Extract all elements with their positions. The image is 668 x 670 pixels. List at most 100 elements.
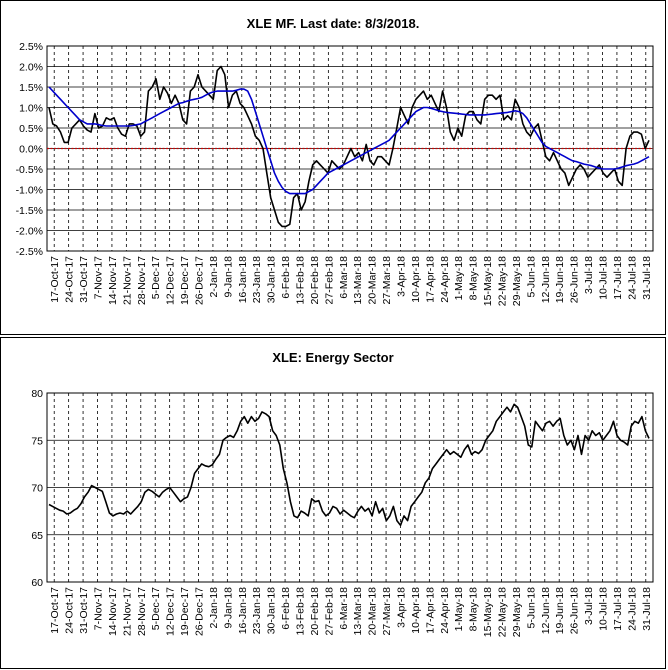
x-tick-label: 21-Nov-17 xyxy=(121,256,133,305)
x-tick-label: 16-Jan-18 xyxy=(237,587,249,634)
y-tick-label: -1.0% xyxy=(16,185,43,197)
x-tick-label: 5-Jun-18 xyxy=(525,587,537,629)
x-tick-label: 17-Jul-18 xyxy=(612,587,624,631)
mf-chart-panel: XLE MF. Last date: 8/3/2018. 2.5% 2.0% 1.5… xyxy=(0,0,666,335)
xle-chart-panel: XLE: Energy Sector 80 75 70 65 60 17-Oct-17 24… xyxy=(0,337,666,669)
mf-chart-title: XLE MF. Last date: 8/3/2018. xyxy=(246,16,420,31)
x-tick-label: 24-Jul-18 xyxy=(626,587,638,631)
x-tick-label: 13-Mar-18 xyxy=(352,256,364,305)
x-tick-label: 24-Apr-18 xyxy=(439,256,451,303)
y-tick-label: 2.0% xyxy=(19,62,43,74)
x-tick-label: 29-May-18 xyxy=(511,256,523,306)
x-tick-label: 15-May-18 xyxy=(482,256,494,306)
y-tick-label: -2.0% xyxy=(16,226,43,238)
x-tick-label: 1-May-18 xyxy=(453,587,465,632)
x-tick-label: 31-Oct-17 xyxy=(78,587,90,634)
x-tick-label: 31-Jul-18 xyxy=(641,587,653,631)
x-tick-label: 10-Apr-18 xyxy=(410,256,422,303)
mf-series-line xyxy=(48,65,650,228)
x-tick-label: 26-Dec-17 xyxy=(194,587,206,636)
x-tick-label: 26-Jun-18 xyxy=(569,256,581,303)
y-tick-label: 65 xyxy=(31,530,43,542)
x-tick-label: 2-Jan-18 xyxy=(208,256,220,298)
x-tick-label: 2-Jan-18 xyxy=(208,587,220,629)
x-tick-label: 13-Feb-18 xyxy=(295,256,307,305)
x-tick-label: 30-Jan-18 xyxy=(266,256,278,303)
x-tick-label: 13-Mar-18 xyxy=(352,587,364,636)
y-tick-label: -0.5% xyxy=(16,164,43,176)
x-tick-label: 20-Mar-18 xyxy=(367,587,379,636)
x-tick-label: 17-Apr-18 xyxy=(424,256,436,303)
x-tick-label: 22-May-18 xyxy=(497,256,509,306)
x-tick-label: 29-May-18 xyxy=(511,587,523,637)
x-tick-label: 26-Jun-18 xyxy=(569,587,581,634)
x-tick-label: 20-Feb-18 xyxy=(309,256,321,305)
x-tick-label: 15-May-18 xyxy=(482,587,494,637)
x-tick-label: 26-Dec-17 xyxy=(194,256,206,305)
x-tick-label: 6-Mar-18 xyxy=(338,587,350,630)
y-tick-label: -2.5% xyxy=(16,246,43,258)
x-tick-label: 17-Jul-18 xyxy=(612,256,624,300)
x-tick-label: 31-Jul-18 xyxy=(641,256,653,300)
x-tick-label: 31-Oct-17 xyxy=(78,256,90,303)
x-tick-label: 9-Jan-18 xyxy=(222,587,234,629)
x-tick-label: 3-Jul-18 xyxy=(583,256,595,294)
x-tick-label: 14-Nov-17 xyxy=(107,587,119,636)
x-tick-label: 6-Mar-18 xyxy=(338,256,350,299)
x-tick-label: 8-May-18 xyxy=(468,256,480,301)
x-tick-label: 6-Feb-18 xyxy=(280,587,292,630)
x-tick-label: 24-Oct-17 xyxy=(64,256,76,303)
x-tick-label: 19-Jun-18 xyxy=(554,587,566,634)
x-tick-label: 17-Oct-17 xyxy=(49,587,61,634)
x-tick-label: 10-Jul-18 xyxy=(598,587,610,631)
x-tick-label: 7-Nov-17 xyxy=(93,256,105,299)
x-tick-label: 16-Jan-18 xyxy=(237,256,249,303)
x-tick-label: 9-Jan-18 xyxy=(222,256,234,298)
x-tick-label: 22-May-18 xyxy=(497,587,509,637)
x-tick-label: 12-Jun-18 xyxy=(540,587,552,634)
x-tick-label: 24-Oct-17 xyxy=(64,587,76,634)
x-tick-label: 19-Dec-17 xyxy=(179,256,191,305)
y-tick-label: 80 xyxy=(31,388,43,400)
mf-chart-svg: 2.5% 2.0% 1.5% 1.0% 0.5% 0.0% -0.5% -1.0% -1.5% -… xyxy=(16,41,654,306)
x-tick-label: 12-Dec-17 xyxy=(165,587,177,636)
x-tick-label: 24-Apr-18 xyxy=(439,587,451,634)
x-tick-label: 14-Nov-17 xyxy=(107,256,119,305)
xle-chart-svg: 80 75 70 65 60 17-Oct-17 24-Oct-17 31-Oct-17 7-N… xyxy=(31,388,654,637)
y-tick-label: 60 xyxy=(31,577,43,589)
x-tick-label: 5-Dec-17 xyxy=(150,256,162,299)
x-tick-label: 1-May-18 xyxy=(453,256,465,301)
x-tick-label: 10-Apr-18 xyxy=(410,587,422,634)
y-tick-label: -1.5% xyxy=(16,205,43,217)
x-tick-label: 3-Jul-18 xyxy=(583,587,595,625)
x-tick-label: 27-Mar-18 xyxy=(381,587,393,636)
x-tick-label: 20-Feb-18 xyxy=(309,587,321,636)
x-tick-label: 3-Apr-18 xyxy=(396,587,408,628)
x-tick-label: 3-Apr-18 xyxy=(396,256,408,297)
x-tick-label: 20-Mar-18 xyxy=(367,256,379,305)
x-tick-label: 12-Dec-17 xyxy=(165,256,177,305)
x-tick-label: 17-Oct-17 xyxy=(49,256,61,303)
y-tick-label: 1.5% xyxy=(19,82,43,94)
x-tick-label: 21-Nov-17 xyxy=(121,587,133,636)
x-tick-label: 27-Feb-18 xyxy=(323,587,335,636)
y-tick-label: 2.5% xyxy=(19,41,43,53)
mf-average-line xyxy=(48,86,650,195)
x-tick-label: 27-Mar-18 xyxy=(381,256,393,305)
xle-chart-title: XLE: Energy Sector xyxy=(272,350,394,365)
x-tick-label: 6-Feb-18 xyxy=(280,256,292,299)
x-tick-label: 19-Dec-17 xyxy=(179,587,191,636)
x-tick-label: 10-Jul-18 xyxy=(598,256,610,300)
y-tick-label: 0.0% xyxy=(19,144,43,156)
x-tick-label: 27-Feb-18 xyxy=(323,256,335,305)
x-tick-label: 12-Jun-18 xyxy=(540,256,552,303)
xle-price-line xyxy=(48,403,650,527)
x-tick-label: 28-Nov-17 xyxy=(136,256,148,305)
x-tick-label: 19-Jun-18 xyxy=(554,256,566,303)
x-tick-label: 23-Jan-18 xyxy=(251,256,263,303)
x-tick-label: 17-Apr-18 xyxy=(424,587,436,634)
x-tick-label: 7-Nov-17 xyxy=(93,587,105,630)
x-tick-label: 24-Jul-18 xyxy=(626,256,638,300)
x-tick-label: 5-Dec-17 xyxy=(150,587,162,630)
x-tick-label: 30-Jan-18 xyxy=(266,587,278,634)
